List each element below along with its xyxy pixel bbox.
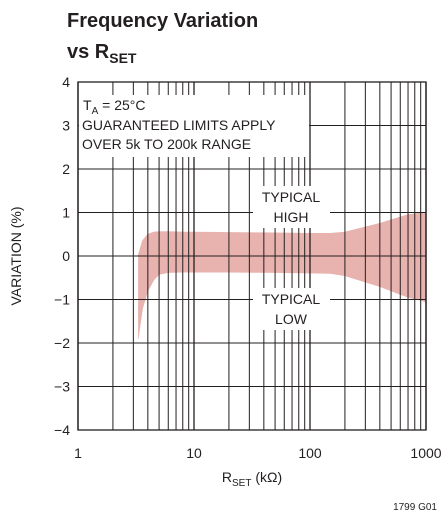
y-tick-label: −1 [54,292,70,308]
x-tick-label: 1 [74,445,82,461]
x-tick-label: 1000 [410,445,441,461]
y-tick-label: 0 [62,248,70,264]
condition-subscript: A [92,106,99,117]
typical-high-box [253,186,330,228]
y-tick-label: −3 [54,379,70,395]
y-axis-label: VARIATION (%) [8,206,24,305]
x-tick-label: 100 [298,445,322,461]
chart-title-line1: Frequency Variation [67,10,258,32]
y-tick-label: 2 [62,161,70,177]
limits-label-line2: OVER 5k TO 200k RANGE [82,136,251,152]
x-tick-labels: 1 10 100 1000 [74,445,442,461]
x-axis-label-subscript: SET [232,478,251,489]
x-axis-label: RSET (kΩ) [222,469,282,489]
typical-low-line2: LOW [275,311,308,327]
limits-annotation-box [79,95,309,157]
x-axis-label-prefix: R [222,469,232,485]
chart-title-subscript: SET [109,50,137,66]
x-axis-label-suffix: (kΩ) [251,469,282,485]
condition-prefix: T [83,97,92,113]
y-tick-label: 4 [62,74,70,90]
y-tick-labels: 4 3 2 1 0 −1 −2 −3 −4 [54,74,70,438]
figure-code: 1799 G01 [393,502,437,513]
condition-label: TA = 25°C [83,97,145,117]
typical-high-line1: TYPICAL [262,189,321,205]
y-tick-label: −2 [54,335,70,351]
y-tick-label: −4 [54,422,70,438]
chart-title-prefix: vs R [67,41,110,63]
typical-high-line2: HIGH [274,209,309,225]
y-tick-label: 1 [62,205,70,221]
condition-suffix: = 25°C [98,97,145,113]
x-tick-label: 10 [186,445,202,461]
plot-frame [77,81,427,431]
y-tick-label: 3 [62,118,70,134]
variation-band-layer [137,212,427,339]
typical-low-box [253,288,330,330]
variation-band [138,212,426,339]
limits-label-line1: GUARANTEED LIMITS APPLY [82,117,276,133]
typical-low-line1: TYPICAL [262,291,321,307]
series-typical-high-edge [137,212,427,257]
chart-title-line2: vs RSET [67,41,137,66]
series-typical-low-edge [137,271,427,339]
